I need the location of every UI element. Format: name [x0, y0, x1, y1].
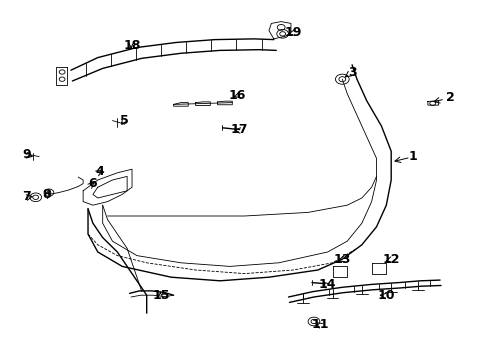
Text: 9: 9	[22, 148, 31, 161]
Text: 13: 13	[333, 253, 350, 266]
Text: 16: 16	[228, 89, 245, 102]
Text: 10: 10	[377, 289, 394, 302]
Text: 17: 17	[230, 123, 248, 136]
Text: 1: 1	[408, 150, 417, 163]
Text: 15: 15	[152, 289, 170, 302]
Text: 11: 11	[311, 318, 328, 330]
Text: 8: 8	[42, 188, 51, 201]
Text: 3: 3	[347, 66, 356, 78]
Text: 7: 7	[22, 190, 31, 203]
Text: 14: 14	[318, 278, 336, 291]
Text: 6: 6	[88, 177, 97, 190]
Text: 19: 19	[284, 26, 302, 39]
Text: 2: 2	[445, 91, 453, 104]
Text: 5: 5	[120, 114, 129, 127]
Text: 12: 12	[382, 253, 399, 266]
Text: 4: 4	[96, 165, 104, 177]
Text: 18: 18	[123, 39, 141, 51]
